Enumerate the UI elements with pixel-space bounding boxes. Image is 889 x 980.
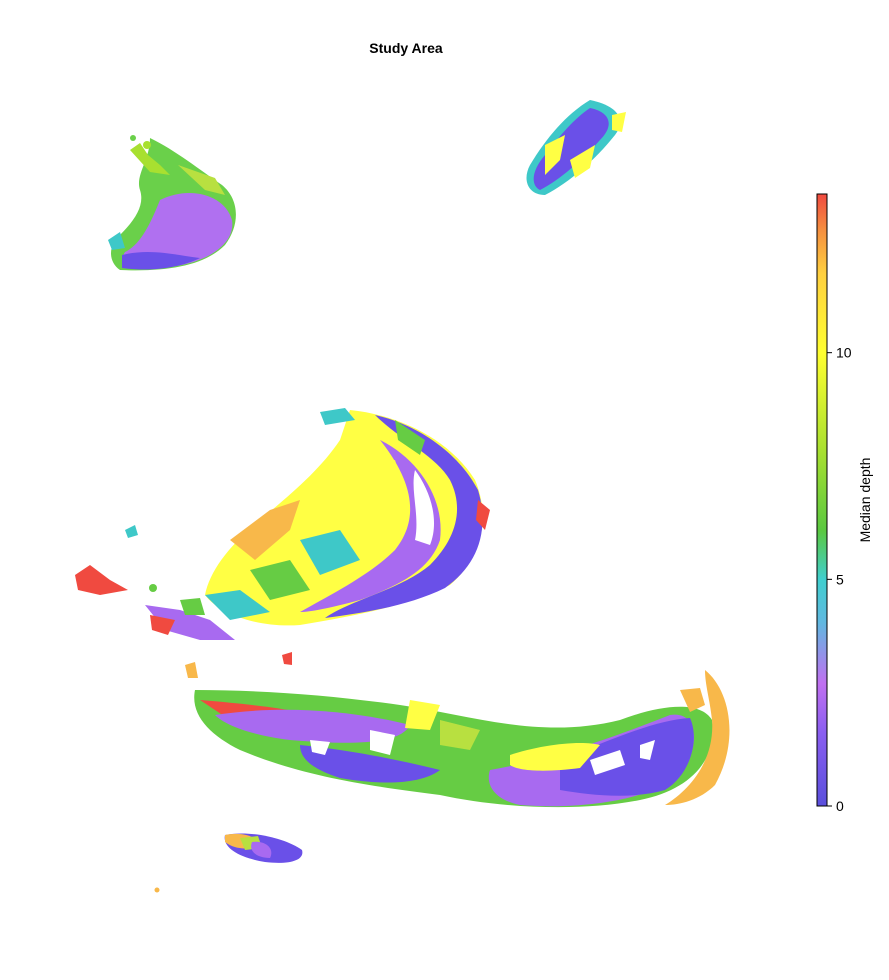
colorbar-label: Median depth bbox=[857, 458, 873, 543]
colorbar-gradient bbox=[816, 193, 828, 807]
colorbar: 0 5 10 Median depth bbox=[816, 193, 873, 814]
study-area-map bbox=[75, 100, 730, 893]
colorbar-ticks: 0 5 10 bbox=[827, 345, 852, 814]
reef-south bbox=[185, 652, 730, 808]
reef-top-left bbox=[108, 135, 236, 271]
colorbar-tick-label-0: 0 bbox=[836, 798, 844, 814]
colorbar-tick-label-5: 5 bbox=[836, 571, 844, 587]
reef-top-right bbox=[526, 100, 626, 195]
colorbar-tick-label-10: 10 bbox=[836, 345, 852, 361]
map-title: Study Area bbox=[369, 40, 443, 56]
reef-bottom-small bbox=[154, 833, 303, 893]
reef-central bbox=[205, 408, 490, 626]
reef-west-fragments bbox=[75, 525, 235, 640]
